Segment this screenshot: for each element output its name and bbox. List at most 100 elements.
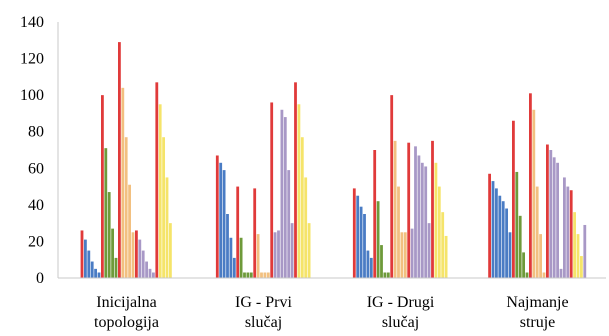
bar	[583, 224, 587, 278]
bar	[121, 87, 125, 278]
bar	[280, 109, 284, 279]
bar	[158, 104, 162, 278]
bar	[363, 214, 366, 278]
bar	[219, 162, 223, 278]
bar	[155, 82, 159, 278]
bar-group	[352, 95, 448, 278]
bar	[390, 95, 394, 278]
bar	[277, 230, 280, 278]
bar	[373, 150, 377, 278]
bar	[84, 239, 87, 278]
bar	[232, 257, 236, 278]
bar	[380, 245, 383, 278]
bar	[270, 102, 274, 279]
y-tick-label: 60	[28, 160, 44, 177]
bar	[525, 272, 529, 278]
bar	[427, 223, 431, 278]
bar	[287, 170, 291, 278]
y-tick-label: 80	[28, 124, 44, 141]
bar	[505, 208, 508, 278]
x-category-label: Najmanje struje	[506, 294, 568, 331]
bar	[393, 140, 397, 278]
bar	[273, 232, 277, 278]
bar	[243, 272, 246, 278]
bar	[542, 272, 546, 278]
bar	[152, 272, 155, 278]
bar	[369, 257, 373, 278]
y-tick-label: 140	[20, 14, 44, 31]
bar	[563, 177, 566, 278]
bar	[529, 93, 532, 278]
bar	[148, 268, 152, 278]
bar	[417, 155, 421, 278]
y-tick-label: 0	[36, 270, 44, 287]
x-category-label: IG - Drugi slučaj	[367, 294, 435, 331]
bar	[539, 234, 542, 278]
bar	[495, 188, 498, 278]
bar	[131, 232, 135, 278]
bar	[253, 188, 257, 278]
bar	[410, 228, 414, 278]
bar	[239, 237, 243, 278]
bar	[162, 137, 165, 278]
bar	[304, 177, 308, 278]
bar	[135, 230, 138, 278]
bar	[569, 190, 573, 278]
bar	[424, 166, 428, 278]
bar-group	[215, 82, 311, 279]
bar	[283, 117, 287, 278]
bar-group	[488, 93, 587, 279]
bar	[256, 234, 260, 278]
bar	[397, 186, 400, 278]
bar	[94, 268, 97, 278]
bar	[580, 256, 583, 278]
bar	[549, 150, 553, 278]
y-tick-label: 20	[28, 233, 44, 250]
bar	[215, 155, 219, 278]
bar	[512, 120, 515, 279]
bar	[141, 250, 145, 278]
bar	[249, 272, 253, 278]
bar-group	[80, 42, 172, 278]
x-category-label: IG - Prvi slučaj	[235, 294, 292, 331]
bar	[124, 137, 128, 278]
bar	[403, 232, 407, 278]
bar	[444, 235, 448, 278]
bar	[366, 250, 370, 278]
bar	[145, 261, 148, 278]
bar	[356, 195, 360, 278]
bar	[522, 252, 525, 278]
bar	[90, 261, 94, 278]
y-tick-label: 100	[20, 87, 44, 104]
bar	[222, 170, 226, 278]
plot-area	[80, 42, 587, 279]
bar	[518, 215, 522, 278]
bar	[535, 186, 539, 278]
bar	[576, 234, 580, 278]
bar	[138, 239, 142, 278]
bar	[297, 104, 301, 278]
bar	[383, 272, 387, 278]
bar	[107, 192, 111, 278]
bar	[488, 173, 491, 278]
bar	[441, 212, 445, 278]
bar	[266, 272, 270, 278]
bar	[260, 272, 263, 278]
bar	[229, 237, 233, 278]
bar	[498, 195, 502, 278]
y-tick-label: 40	[28, 197, 44, 214]
bar	[263, 272, 267, 278]
bar	[386, 272, 390, 278]
bar	[400, 232, 404, 278]
bar	[546, 144, 549, 278]
bar	[491, 181, 495, 278]
bar	[236, 186, 240, 278]
bar	[226, 214, 229, 278]
bar	[165, 177, 169, 278]
bar	[431, 140, 434, 278]
bar	[97, 272, 101, 278]
bar	[300, 137, 304, 278]
bar	[508, 232, 512, 278]
bar	[420, 162, 424, 278]
bar	[359, 206, 363, 278]
